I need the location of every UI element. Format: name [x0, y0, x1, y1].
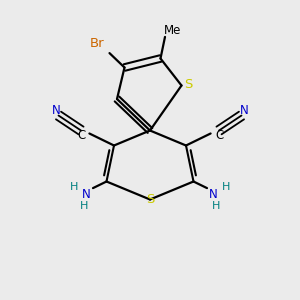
Text: N: N	[239, 103, 248, 117]
Text: Me: Me	[164, 23, 181, 37]
Text: N: N	[52, 103, 61, 117]
Text: H: H	[212, 201, 220, 211]
Text: S: S	[146, 193, 154, 206]
Text: C: C	[215, 129, 223, 142]
Text: N: N	[82, 188, 91, 201]
Text: H: H	[221, 182, 230, 192]
Text: Br: Br	[90, 37, 105, 50]
Text: H: H	[70, 182, 79, 192]
Text: S: S	[184, 77, 192, 91]
Text: H: H	[80, 201, 88, 211]
Text: C: C	[77, 129, 85, 142]
Text: N: N	[209, 188, 218, 201]
